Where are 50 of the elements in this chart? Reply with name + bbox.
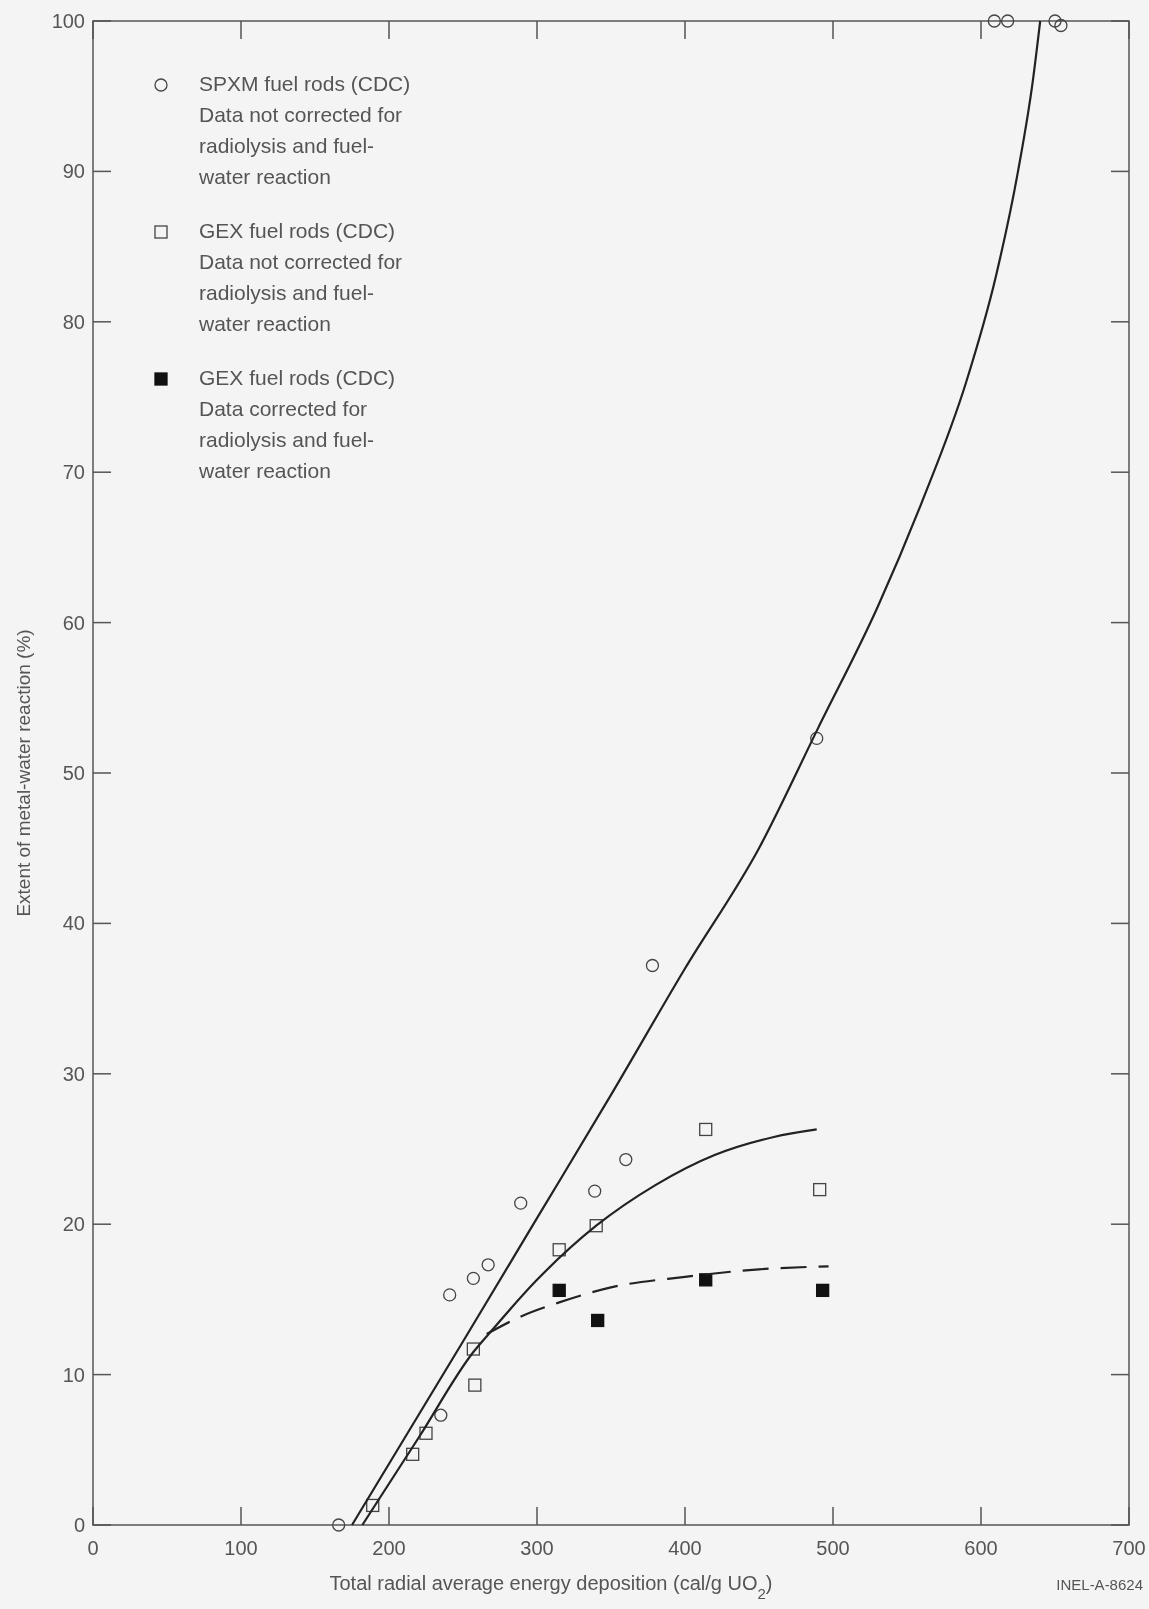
x-tick-label: 400 <box>668 1537 702 1559</box>
point <box>591 1313 605 1328</box>
point <box>514 1196 528 1210</box>
point <box>552 1243 566 1257</box>
point <box>419 1426 433 1440</box>
point <box>406 1447 420 1461</box>
y-tick-label: 50 <box>62 762 85 784</box>
y-tick-label: 10 <box>62 1363 85 1386</box>
y-tick-label: 60 <box>62 611 85 634</box>
legend-label: SPXM fuel rods (CDC) Data not corrected for radiolysis and fuel- water reaction <box>198 72 411 188</box>
y-tick-label: 40 <box>62 912 85 935</box>
x-tick-label: 0 <box>87 1537 99 1559</box>
point <box>815 1283 830 1298</box>
point <box>434 1408 448 1422</box>
y-tick-label: 0 <box>73 1514 85 1536</box>
y-tick-label: 80 <box>62 310 85 333</box>
x-tick-label: 200 <box>372 1537 406 1559</box>
y-tick-label: 100 <box>51 10 85 32</box>
x-tick-label: 300 <box>520 1537 554 1559</box>
text: INEL-A-8624 <box>1056 1576 1143 1593</box>
x-tick-label: 500 <box>816 1537 850 1559</box>
point <box>481 1258 495 1272</box>
point <box>466 1342 481 1356</box>
point <box>466 1271 481 1285</box>
point <box>645 958 660 973</box>
x-tick-label: 700 <box>1112 1537 1146 1559</box>
legend-label: GEX fuel rods (CDC) Data corrected for radiolysis and fuel- water reaction <box>198 366 396 482</box>
y-tick-label: 70 <box>62 461 85 484</box>
point <box>588 1184 602 1198</box>
x-axis-title: Total radial average energy deposition (cal/g UO$_{2}$) <box>329 1572 773 1602</box>
point <box>1048 14 1062 28</box>
point <box>332 1518 346 1532</box>
point <box>552 1283 566 1298</box>
point <box>619 1152 633 1167</box>
y-tick-label: 90 <box>62 160 85 183</box>
y-tick-label: 20 <box>62 1213 85 1236</box>
x-tick-label: 100 <box>224 1537 258 1559</box>
point <box>443 1288 457 1302</box>
y-tick-label: 30 <box>62 1062 85 1085</box>
point <box>589 1219 603 1233</box>
point <box>813 1182 827 1197</box>
point <box>1000 14 1015 28</box>
point <box>699 1122 713 1137</box>
legend-label: GEX fuel rods (CDC) Data not corrected for radiolysis and fuel- water reaction <box>198 219 403 335</box>
point <box>1054 18 1068 33</box>
x-tick-label: 600 <box>964 1537 998 1559</box>
y-axis-title: Extent of metal-water reaction (%) <box>13 629 34 917</box>
point <box>468 1378 482 1392</box>
point <box>810 731 824 746</box>
point <box>987 14 1001 28</box>
